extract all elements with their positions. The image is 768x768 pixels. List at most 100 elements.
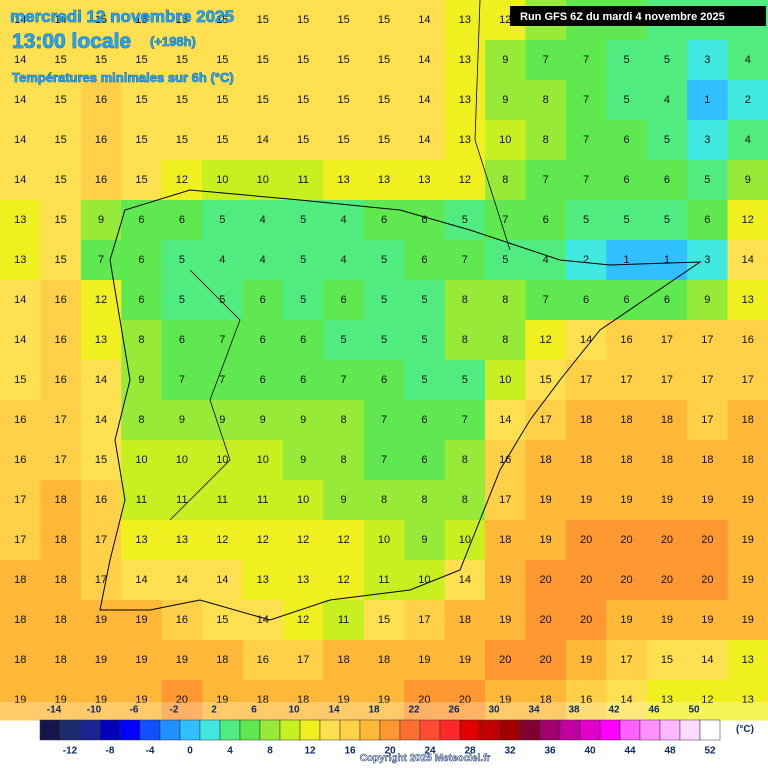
cell [0,480,41,521]
coastline [99,189,702,621]
cell [444,680,486,721]
cell-value: 15 [135,174,147,186]
cell-value: 5 [300,254,306,266]
cell-value: 17 [55,414,67,426]
cell-value: 9 [138,374,144,386]
cell-value: 15 [378,54,390,66]
cell-value: 17 [95,534,107,546]
cell [363,680,405,721]
cell-value: 7 [219,374,225,386]
cell-value: 14 [14,14,26,26]
cell-value: 12 [701,694,713,706]
cell [606,680,648,721]
colorbar-label: 26 [448,705,460,716]
colorbar-label: 14 [328,705,340,716]
cell-value: 12 [257,534,269,546]
time: 13:00 locale [12,30,131,53]
cell [646,640,688,681]
cell-value: 20 [418,694,430,706]
cell-value: 11 [217,494,228,506]
cell [323,200,365,241]
cell [646,160,688,201]
colorbar-label: 36 [544,746,556,757]
cell [323,320,365,361]
cell [282,640,324,681]
colorbar-label: 16 [344,746,356,757]
cell-value: 10 [378,534,390,546]
cell [363,40,405,81]
cell-value: 9 [179,414,185,426]
cell [202,440,244,481]
cell-value: 3 [704,54,710,66]
cell [242,40,284,81]
cell [404,120,446,161]
cell [606,520,648,561]
cell [242,120,284,161]
cell-value: 6 [138,254,144,266]
cell-value: 18 [580,454,592,466]
cell [727,200,768,241]
cell [565,640,607,681]
cell [242,320,284,361]
cell-value: 9 [421,534,427,546]
cell-value: 15 [176,94,188,106]
cell-value: 20 [580,574,592,586]
cell-value: 2 [583,254,589,266]
cell [121,520,163,561]
cell-value: 16 [742,334,754,346]
cell [202,400,244,441]
cell [687,560,729,601]
cell [242,600,284,641]
colorbar-label: 18 [368,705,380,716]
cell-value: 15 [216,14,228,26]
cell [646,200,688,241]
cell-value: 7 [583,134,589,146]
cell [565,600,607,641]
cell [727,240,768,281]
cell-value: 7 [543,54,549,66]
cell [646,120,688,161]
cell [0,400,41,441]
cell-value: 6 [704,214,710,226]
cell [444,320,486,361]
cell-value: 6 [421,454,427,466]
cell-value: 19 [499,574,511,586]
cell [525,200,567,241]
cell [282,320,324,361]
cell-value: 7 [462,254,468,266]
cell-value: 13 [95,334,107,346]
cell-value: 11 [136,494,147,506]
cell-value: 15 [55,94,67,106]
cell-value: 13 [176,534,188,546]
cell-value: 7 [543,294,549,306]
cell-value: 9 [300,454,306,466]
cell [161,0,203,41]
cell [80,680,122,721]
cell [606,440,648,481]
cell [323,640,365,681]
cell-value: 19 [216,694,228,706]
cell-value: 19 [661,494,673,506]
colorbar-swatch [559,719,581,741]
cell-value: 6 [381,214,387,226]
cell-value: 15 [55,134,67,146]
colorbar-swatch [179,719,201,741]
cell [161,320,203,361]
cell [363,360,405,401]
cell [0,280,41,321]
colorbar-swatch [79,719,101,741]
cell [363,400,405,441]
cell-value: 8 [138,414,144,426]
cell [565,240,607,281]
cell [565,40,607,81]
cell [282,520,324,561]
colorbar-label: 44 [624,746,636,757]
colorbar-swatch [439,719,461,741]
cell [161,560,203,601]
cell-value: 12 [742,214,754,226]
cell-value: 15 [337,54,349,66]
cell-value: 5 [381,334,387,346]
cell-value: 19 [701,614,713,626]
cell-value: 13 [742,294,754,306]
cell [40,640,82,681]
